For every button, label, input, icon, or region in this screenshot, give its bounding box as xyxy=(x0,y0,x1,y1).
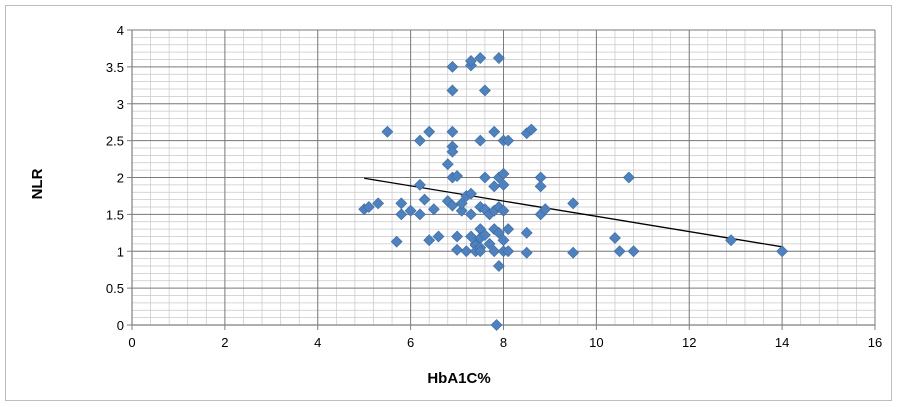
data-point xyxy=(455,204,468,217)
data-point xyxy=(432,230,445,243)
x-tick-label: 0 xyxy=(128,335,135,350)
data-point xyxy=(488,125,501,138)
y-axis-label: NLR xyxy=(29,168,46,199)
data-point xyxy=(465,208,477,221)
data-point xyxy=(446,199,459,212)
y-tick-label: 1 xyxy=(117,244,124,259)
data-point xyxy=(418,193,431,206)
data-point xyxy=(488,245,501,258)
data-point xyxy=(465,55,477,67)
data-point xyxy=(483,237,496,250)
y-tick-label: 2 xyxy=(117,171,124,186)
data-point xyxy=(446,125,459,138)
x-tick-label: 14 xyxy=(775,335,789,350)
data-point xyxy=(622,171,635,184)
data-point xyxy=(451,230,463,243)
data-point xyxy=(567,197,580,210)
data-point xyxy=(362,201,375,213)
data-point xyxy=(427,203,440,216)
data-point xyxy=(413,208,426,221)
data-point xyxy=(479,229,491,241)
data-point xyxy=(725,234,737,247)
data-point xyxy=(502,245,515,258)
x-tick-label: 16 xyxy=(868,335,882,350)
data-point xyxy=(423,234,436,247)
data-point xyxy=(502,223,515,236)
x-axis-label: HbA1C% xyxy=(427,370,490,387)
data-point xyxy=(492,226,505,239)
data-point xyxy=(446,145,459,158)
data-point xyxy=(413,178,426,191)
data-point xyxy=(534,180,547,193)
data-point xyxy=(451,243,463,256)
scatter-chart: 0 2 4 6 8 10 12 14 16 0 0.5 1 1.5 2 2.5 3 3.5 4 HbA1C% NL… xyxy=(29,23,882,387)
data-point xyxy=(492,52,505,64)
data-point xyxy=(474,134,487,147)
data-point xyxy=(497,204,510,217)
data-point xyxy=(465,230,477,243)
data-point xyxy=(460,245,473,258)
data-point xyxy=(455,197,468,210)
data-point xyxy=(520,226,533,239)
data-point xyxy=(497,178,510,191)
y-tick-label: 0 xyxy=(117,318,124,333)
trendline-group xyxy=(364,177,783,248)
data-point xyxy=(492,260,505,272)
tick-labels: 0 2 4 6 8 10 12 14 16 0 0.5 1 1.5 2 2.5 3 3.5 4 xyxy=(106,23,882,350)
data-point xyxy=(404,204,417,217)
data-points xyxy=(358,52,789,331)
data-point xyxy=(613,245,626,258)
y-tick-label: 4 xyxy=(117,23,124,38)
data-point xyxy=(446,60,459,73)
x-tick-label: 6 xyxy=(407,335,414,350)
data-point xyxy=(479,171,491,184)
data-point xyxy=(413,134,426,147)
x-tick-label: 10 xyxy=(589,335,603,350)
gridlines xyxy=(131,29,876,326)
data-point xyxy=(627,245,640,258)
y-tick-label: 2.5 xyxy=(106,134,124,149)
data-point xyxy=(502,134,515,147)
y-tick-label: 0.5 xyxy=(106,281,124,296)
data-point xyxy=(474,52,487,64)
data-point xyxy=(490,319,503,331)
data-point xyxy=(381,125,394,138)
data-point xyxy=(776,245,789,258)
data-point xyxy=(395,197,408,210)
data-point xyxy=(525,123,538,136)
x-tick-label: 8 xyxy=(500,335,507,350)
data-point xyxy=(520,246,533,259)
chart-area: 0 2 4 6 8 10 12 14 16 0 0.5 1 1.5 2 2.5 3 3.5 4 HbA1C% NL… xyxy=(5,5,892,401)
data-point xyxy=(488,180,501,193)
data-point xyxy=(441,158,454,171)
y-tick-label: 1.5 xyxy=(106,207,124,222)
x-tick-label: 12 xyxy=(682,335,696,350)
data-point xyxy=(423,125,436,138)
data-point xyxy=(451,170,463,182)
data-point xyxy=(539,203,552,216)
x-tick-label: 2 xyxy=(221,335,228,350)
y-tick-label: 3 xyxy=(117,97,124,112)
data-point xyxy=(390,235,403,248)
data-point xyxy=(609,232,621,244)
axes xyxy=(127,29,876,330)
data-point xyxy=(479,84,491,97)
trendline xyxy=(364,177,783,248)
data-point xyxy=(446,84,459,97)
y-tick-label: 3.5 xyxy=(106,60,124,75)
x-tick-label: 4 xyxy=(314,335,321,350)
data-point xyxy=(395,208,408,221)
data-point xyxy=(372,197,385,210)
data-point xyxy=(474,245,487,258)
data-point xyxy=(465,187,477,200)
data-point xyxy=(567,246,580,259)
